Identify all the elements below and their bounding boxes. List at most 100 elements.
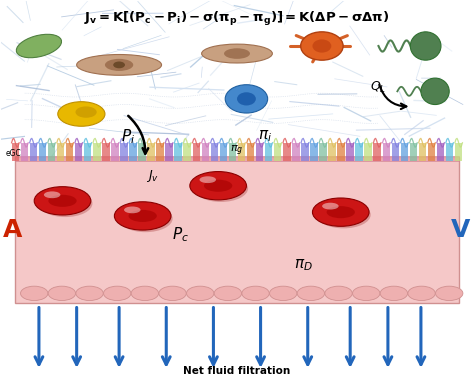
Bar (428, 143, 435, 161)
Ellipse shape (103, 286, 131, 301)
Bar (228, 143, 236, 161)
Ellipse shape (76, 286, 103, 301)
Ellipse shape (242, 286, 269, 301)
Ellipse shape (105, 59, 133, 71)
Ellipse shape (201, 44, 273, 63)
Ellipse shape (408, 286, 435, 301)
Bar (66, 143, 73, 161)
Bar (437, 143, 444, 161)
Bar (219, 143, 227, 161)
Bar (30, 143, 37, 161)
Bar (183, 143, 191, 161)
Bar (392, 143, 399, 161)
Bar (274, 143, 282, 161)
Ellipse shape (118, 205, 173, 232)
Bar (356, 143, 363, 161)
Bar (75, 143, 82, 161)
Text: $Q_L$: $Q_L$ (370, 80, 387, 95)
Ellipse shape (380, 286, 408, 301)
Ellipse shape (297, 286, 325, 301)
Ellipse shape (301, 32, 343, 60)
Ellipse shape (214, 286, 242, 301)
Bar (256, 143, 264, 161)
Bar (93, 143, 100, 161)
Ellipse shape (113, 61, 125, 68)
Ellipse shape (312, 39, 331, 53)
Text: A: A (3, 218, 23, 242)
Ellipse shape (124, 207, 141, 213)
Bar (328, 143, 336, 161)
Text: $\mathbf{J_v = K[(P_c - P_i) - \sigma(\pi_p - \pi_g)] = K(\Delta P - \sigma\Delt: $\mathbf{J_v = K[(P_c - P_i) - \sigma(\p… (84, 10, 390, 28)
Bar (120, 143, 128, 161)
Bar (446, 143, 453, 161)
Ellipse shape (114, 202, 171, 230)
Bar (21, 143, 28, 161)
Ellipse shape (44, 191, 60, 198)
Ellipse shape (353, 286, 380, 301)
Ellipse shape (436, 286, 463, 301)
Ellipse shape (322, 203, 338, 210)
Bar (102, 143, 109, 161)
Ellipse shape (77, 55, 162, 75)
Text: $\pi_i$: $\pi_i$ (258, 129, 273, 144)
Ellipse shape (187, 286, 214, 301)
Bar (138, 143, 146, 161)
Bar (365, 143, 372, 161)
Ellipse shape (20, 286, 48, 301)
Bar (310, 143, 318, 161)
Bar (15, 156, 459, 161)
Text: $\pi_g$: $\pi_g$ (230, 143, 244, 158)
Bar (156, 143, 164, 161)
Ellipse shape (204, 180, 232, 192)
Ellipse shape (75, 106, 97, 118)
Bar (337, 143, 345, 161)
Bar (165, 143, 173, 161)
Ellipse shape (190, 172, 246, 200)
Ellipse shape (131, 286, 159, 301)
Ellipse shape (58, 102, 105, 126)
Bar (210, 143, 218, 161)
Text: $J_v$: $J_v$ (146, 168, 159, 184)
Ellipse shape (237, 92, 256, 105)
Ellipse shape (410, 32, 441, 60)
Text: Net fluid filtration: Net fluid filtration (183, 366, 291, 376)
Ellipse shape (48, 286, 75, 301)
Ellipse shape (225, 85, 268, 113)
Ellipse shape (159, 286, 186, 301)
Bar (39, 143, 46, 161)
Ellipse shape (325, 286, 352, 301)
Bar (15, 157, 459, 303)
Bar (292, 143, 300, 161)
Bar (247, 143, 255, 161)
Bar (84, 143, 91, 161)
Bar (201, 143, 209, 161)
Ellipse shape (48, 195, 77, 207)
Bar (283, 143, 291, 161)
Bar (48, 143, 55, 161)
Text: $\pi_D$: $\pi_D$ (293, 257, 312, 273)
Ellipse shape (16, 34, 62, 58)
Ellipse shape (317, 201, 371, 229)
Bar (419, 143, 426, 161)
Text: eGC: eGC (6, 149, 22, 158)
Bar (346, 143, 354, 161)
Ellipse shape (270, 286, 297, 301)
Bar (410, 143, 417, 161)
Ellipse shape (194, 175, 248, 202)
Text: V: V (451, 218, 471, 242)
Bar (57, 143, 64, 161)
Bar (147, 143, 155, 161)
Bar (192, 143, 200, 161)
Ellipse shape (421, 78, 449, 105)
Bar (301, 143, 309, 161)
Ellipse shape (38, 190, 92, 217)
Bar (265, 143, 273, 161)
Ellipse shape (128, 210, 157, 222)
Bar (374, 143, 381, 161)
Bar (111, 143, 118, 161)
Bar (383, 143, 390, 161)
Ellipse shape (224, 48, 250, 59)
Bar (11, 143, 19, 161)
Bar (238, 143, 246, 161)
Bar (455, 143, 463, 161)
